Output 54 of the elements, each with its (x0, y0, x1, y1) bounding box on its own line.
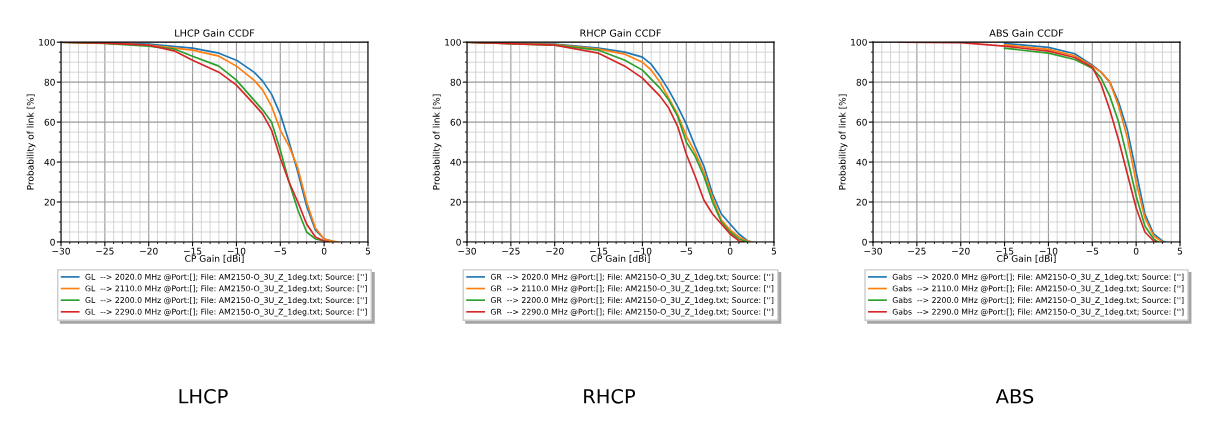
x-tick-label: −5 (680, 247, 693, 255)
y-axis-title: Probability of link [%] (432, 94, 442, 190)
x-tick-label: −5 (1086, 247, 1099, 255)
x-tick-label: 0 (727, 247, 733, 255)
y-tick-label: 80 (450, 78, 461, 86)
x-axis-title: CP Gain [dBi] (997, 254, 1056, 263)
y-tick-label: 20 (44, 198, 55, 206)
x-tick-label: 0 (1133, 247, 1139, 255)
chart-title: RHCP Gain CCDF (580, 29, 661, 37)
x-tick-label: −20 (546, 247, 564, 255)
x-tick-label: −25 (96, 247, 114, 255)
x-axis-title: CP Gain [dBi] (591, 254, 650, 263)
y-tick-label: 60 (44, 118, 55, 126)
y-tick-label: 0 (862, 238, 867, 246)
y-tick-label: 40 (856, 158, 867, 166)
y-tick-label: 100 (445, 38, 461, 46)
y-tick-label: 60 (856, 118, 867, 126)
y-axis-title: Probability of link [%] (26, 94, 36, 190)
x-tick-label: 0 (321, 247, 327, 255)
x-tick-label: −5 (274, 247, 287, 255)
x-tick-label: −20 (952, 247, 970, 255)
x-axis-title: CP Gain [dBi] (185, 254, 244, 263)
x-tick-label: −10 (633, 247, 652, 255)
x-tick-label: −15 (184, 247, 202, 255)
y-tick-label: 0 (456, 238, 461, 246)
x-tick-label: −25 (908, 247, 926, 255)
x-tick-label: −30 (52, 247, 70, 255)
text: ABS (995, 388, 1034, 404)
y-tick-label: 100 (39, 38, 55, 46)
y-tick-label: 40 (44, 158, 55, 166)
text: RHCP (584, 388, 636, 404)
chart-title: ABS Gain CCDF (989, 29, 1064, 37)
x-tick-label: 5 (771, 247, 777, 255)
y-tick-label: 80 (856, 78, 867, 86)
x-tick-label: 5 (1177, 247, 1183, 255)
y-axis-title: Probability of link [%] (838, 94, 848, 190)
y-tick-label: 80 (44, 78, 55, 86)
y-tick-label: 100 (851, 38, 867, 46)
x-tick-label: −10 (227, 247, 246, 255)
text: LHCP (179, 388, 228, 404)
x-tick-label: 5 (365, 247, 371, 255)
y-tick-label: 20 (450, 198, 461, 206)
y-tick-label: 60 (450, 118, 461, 126)
x-tick-label: −15 (590, 247, 608, 255)
x-tick-label: −15 (996, 247, 1014, 255)
x-tick-label: −10 (1039, 247, 1058, 255)
y-tick-label: 0 (50, 238, 55, 246)
y-tick-label: 20 (856, 198, 867, 206)
chart-title: LHCP Gain CCDF (175, 29, 255, 37)
x-tick-label: −30 (864, 247, 882, 255)
y-tick-label: 40 (450, 158, 461, 166)
x-tick-label: −20 (140, 247, 158, 255)
x-tick-label: −25 (502, 247, 520, 255)
x-tick-label: −30 (458, 247, 476, 255)
